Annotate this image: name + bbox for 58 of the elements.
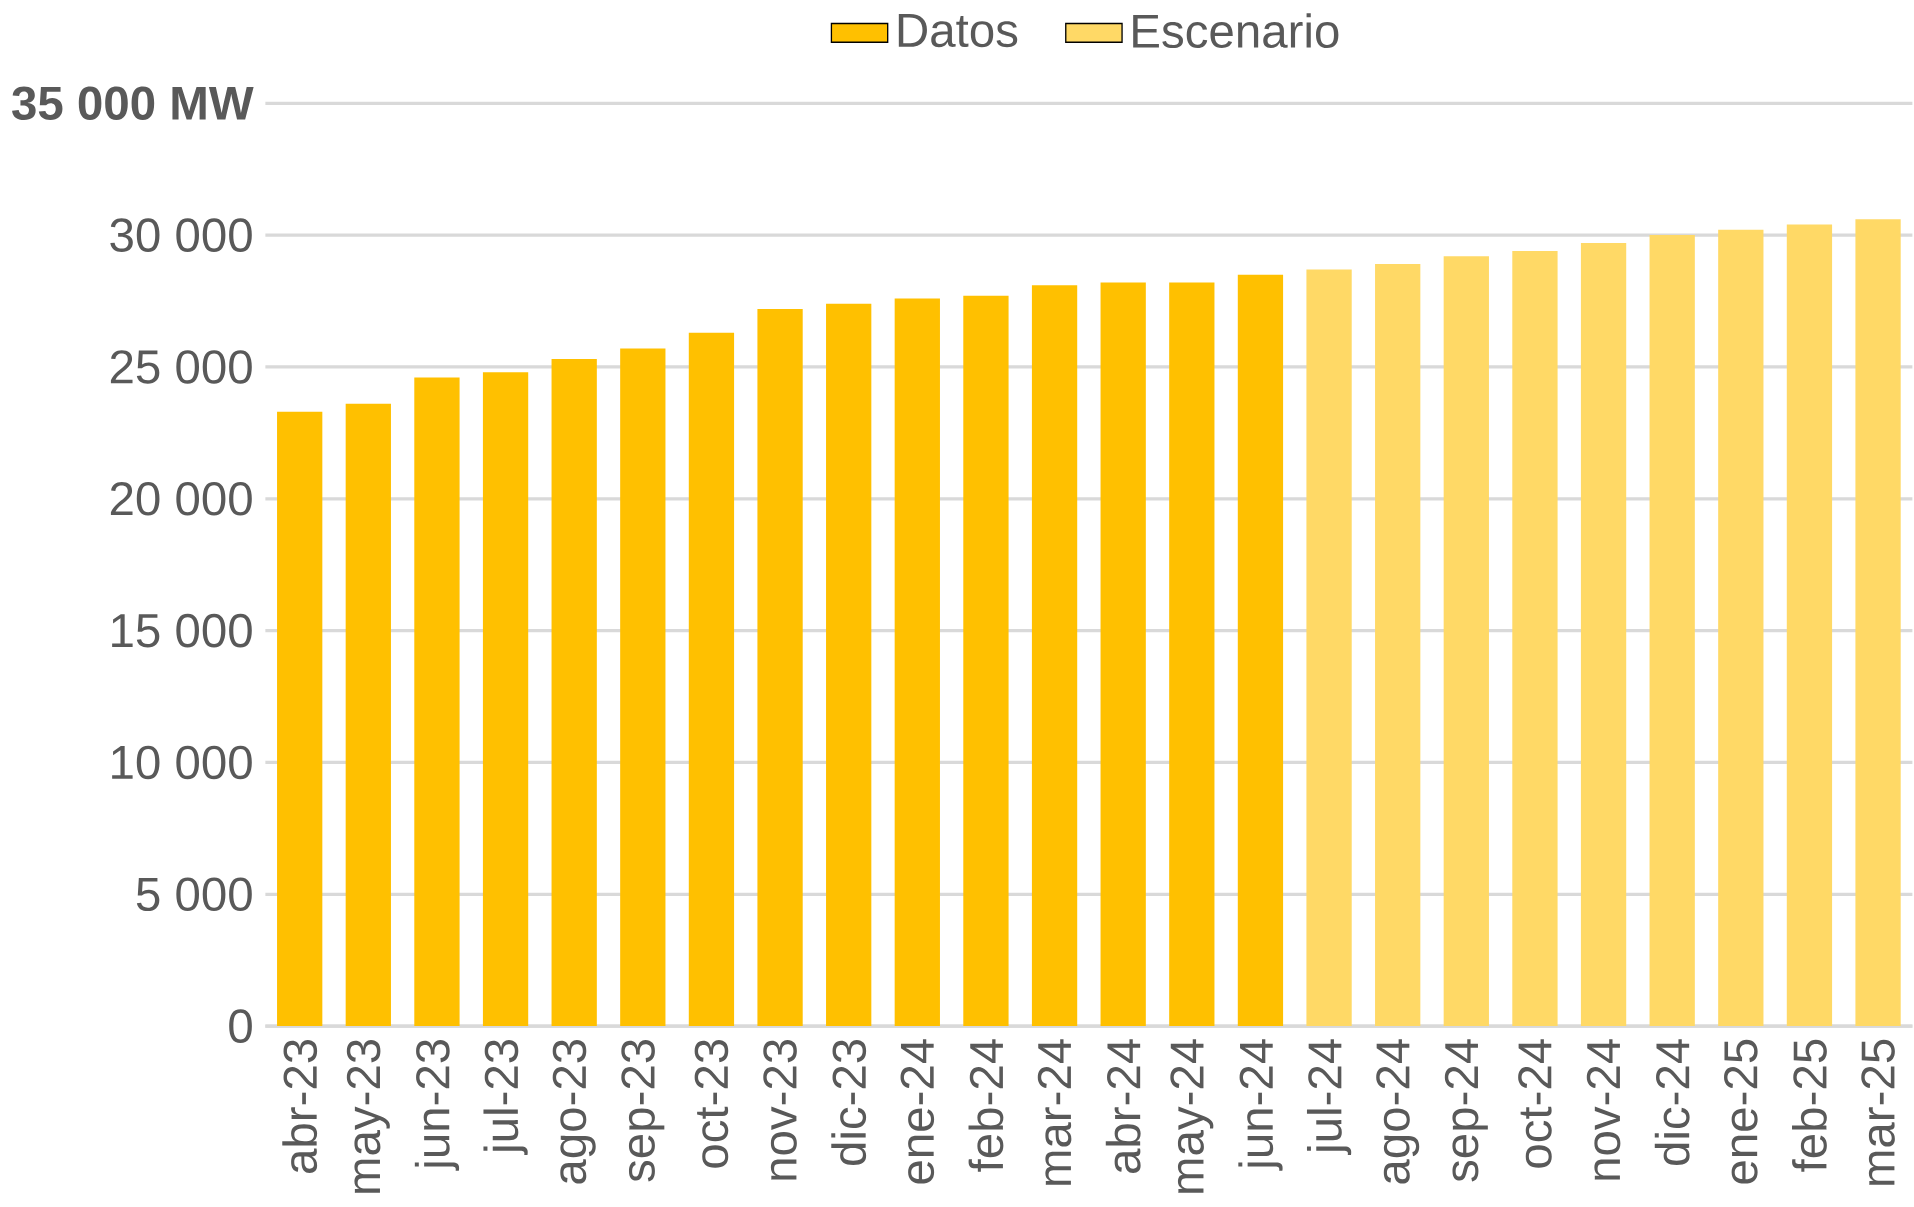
x-tick-label: sep-23 bbox=[621, 1039, 665, 1182]
y-tick-label: 20 000 bbox=[110, 481, 252, 516]
bar bbox=[551, 359, 597, 1027]
bar bbox=[1306, 269, 1352, 1027]
bar bbox=[1443, 256, 1489, 1027]
x-tick-label: nov-23 bbox=[763, 1039, 797, 1180]
bar bbox=[757, 308, 803, 1027]
bar bbox=[1237, 274, 1284, 1027]
x-tick-label: sep-24 bbox=[1444, 1039, 1488, 1182]
x-tick-label: nov-24 bbox=[1586, 1039, 1621, 1180]
x-tick-label: dic-23 bbox=[831, 1039, 867, 1166]
legend-label: Datos bbox=[898, 14, 1018, 48]
bar bbox=[688, 332, 735, 1027]
x-tick-label: jun-24 bbox=[1238, 1039, 1283, 1171]
x-tick-label: may-23 bbox=[346, 1039, 390, 1193]
bar bbox=[1718, 229, 1764, 1027]
bar bbox=[482, 372, 529, 1027]
x-tick-label: ene-24 bbox=[900, 1039, 935, 1184]
x-tick-label: ago-24 bbox=[1376, 1039, 1420, 1184]
y-tick-label: 5 000 bbox=[136, 877, 252, 912]
x-tick-label: jun-23 bbox=[414, 1039, 460, 1171]
bar bbox=[345, 403, 391, 1027]
bar bbox=[414, 377, 460, 1027]
bar bbox=[963, 295, 1009, 1027]
bar bbox=[1580, 243, 1627, 1027]
x-tick-label: dic-24 bbox=[1654, 1039, 1690, 1166]
x-tick-label: feb-25 bbox=[1792, 1039, 1827, 1172]
x-tick-label: jul-24 bbox=[1306, 1039, 1352, 1155]
y-tick-label: 15 000 bbox=[112, 613, 252, 648]
y-tick-label: 30 000 bbox=[110, 218, 252, 252]
x-tick-label: ene-25 bbox=[1724, 1039, 1758, 1184]
bar bbox=[620, 348, 666, 1027]
legend-label: Escenario bbox=[1133, 13, 1339, 49]
x-tick-label: oct-24 bbox=[1518, 1039, 1552, 1168]
y-tick-label: 25 000 bbox=[110, 350, 252, 384]
x-tick-label: feb-24 bbox=[968, 1039, 1004, 1172]
bar bbox=[826, 303, 872, 1027]
bar bbox=[277, 411, 323, 1027]
x-tick-label: mar-24 bbox=[1037, 1039, 1072, 1185]
bar bbox=[1855, 219, 1901, 1027]
y-tick-label: 10 000 bbox=[112, 745, 252, 780]
bar bbox=[1512, 250, 1558, 1027]
bar bbox=[1100, 282, 1146, 1027]
y-tick-label: 0 bbox=[229, 1009, 252, 1043]
bar bbox=[1649, 235, 1695, 1027]
x-tick-label: oct-23 bbox=[694, 1039, 729, 1168]
bar bbox=[1786, 224, 1833, 1027]
x-tick-label: jul-23 bbox=[483, 1039, 528, 1155]
x-tick-label: abr-23 bbox=[282, 1039, 318, 1173]
x-tick-label: may-24 bbox=[1170, 1039, 1214, 1193]
bar bbox=[894, 298, 940, 1027]
bar bbox=[1375, 264, 1421, 1027]
bar bbox=[1031, 285, 1078, 1027]
x-tick-label: abr-24 bbox=[1105, 1039, 1141, 1173]
x-tick-label: ago-23 bbox=[552, 1039, 596, 1184]
bar bbox=[1169, 282, 1215, 1027]
y-tick-label: 35 000 MW bbox=[12, 86, 254, 121]
x-tick-label: mar-25 bbox=[1861, 1039, 1895, 1185]
